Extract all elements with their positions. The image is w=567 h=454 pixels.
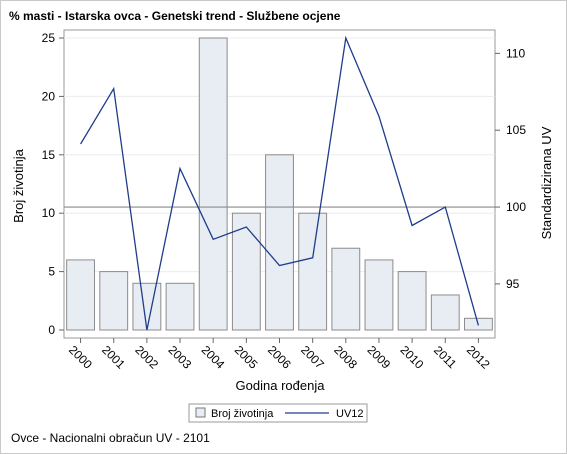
y-axis-label: Broj životinja	[11, 148, 26, 222]
bar-2010	[397, 271, 427, 331]
y-tick-label-20: 20	[42, 89, 56, 103]
x-tick-label-2003: 2003	[165, 343, 194, 372]
y-tick-label-25: 25	[42, 31, 56, 45]
x-axis-label: Godina rođenja	[236, 378, 326, 393]
y2-tick-label-100: 100	[506, 200, 526, 214]
bar-2007	[298, 212, 328, 331]
x-tick-label-2011: 2011	[431, 343, 459, 371]
x-tick-label-2008: 2008	[331, 343, 360, 372]
x-tick-label-2012: 2012	[464, 343, 493, 372]
footnote: Ovce - Nacionalni obračun UV - 2101	[11, 431, 210, 445]
uv12-line	[80, 35, 480, 331]
x-tick-label-2006: 2006	[265, 343, 294, 372]
y-tick-label-5: 5	[48, 265, 55, 279]
x-tick-label-2007: 2007	[298, 343, 327, 372]
bar-2009	[364, 259, 394, 331]
bar-2006	[265, 154, 294, 331]
y-tick-label-0: 0	[48, 323, 55, 337]
x-tick-label-2000: 2000	[66, 343, 95, 372]
bar-2011	[430, 294, 460, 331]
legend-box	[188, 403, 368, 423]
bar-2002	[132, 282, 162, 331]
y2-tick-label-95: 95	[506, 277, 520, 291]
y-tick-label-10: 10	[42, 206, 56, 220]
bar-2005	[231, 212, 261, 331]
x-tick-label-2004: 2004	[199, 343, 228, 372]
y2-tick-label-105: 105	[506, 123, 526, 137]
x-tick-label-2010: 2010	[398, 343, 427, 372]
y2-axis-label: Standardizirana UV	[539, 126, 554, 239]
legend-bar-label: Broj životinja	[211, 408, 274, 420]
x-tick-label-2005: 2005	[232, 343, 261, 372]
y2-tick-label-110: 110	[506, 46, 525, 60]
y-tick-label-15: 15	[42, 148, 56, 162]
bar-2004	[198, 37, 228, 331]
x-tick-label-2001: 2001	[99, 343, 128, 372]
legend-bar-swatch	[195, 407, 206, 418]
bar-2003	[165, 282, 195, 331]
x-tick-label-2009: 2009	[364, 343, 393, 372]
bar-2001	[99, 271, 129, 331]
legend: Broj životinja UV12	[188, 403, 368, 423]
x-tick-label-2002: 2002	[132, 343, 161, 372]
legend-line-label: UV12	[336, 408, 364, 420]
chart-title: % masti - Istarska ovca - Genetski trend…	[9, 9, 341, 23]
bar-2008	[331, 247, 361, 331]
bar-2000	[66, 259, 96, 331]
